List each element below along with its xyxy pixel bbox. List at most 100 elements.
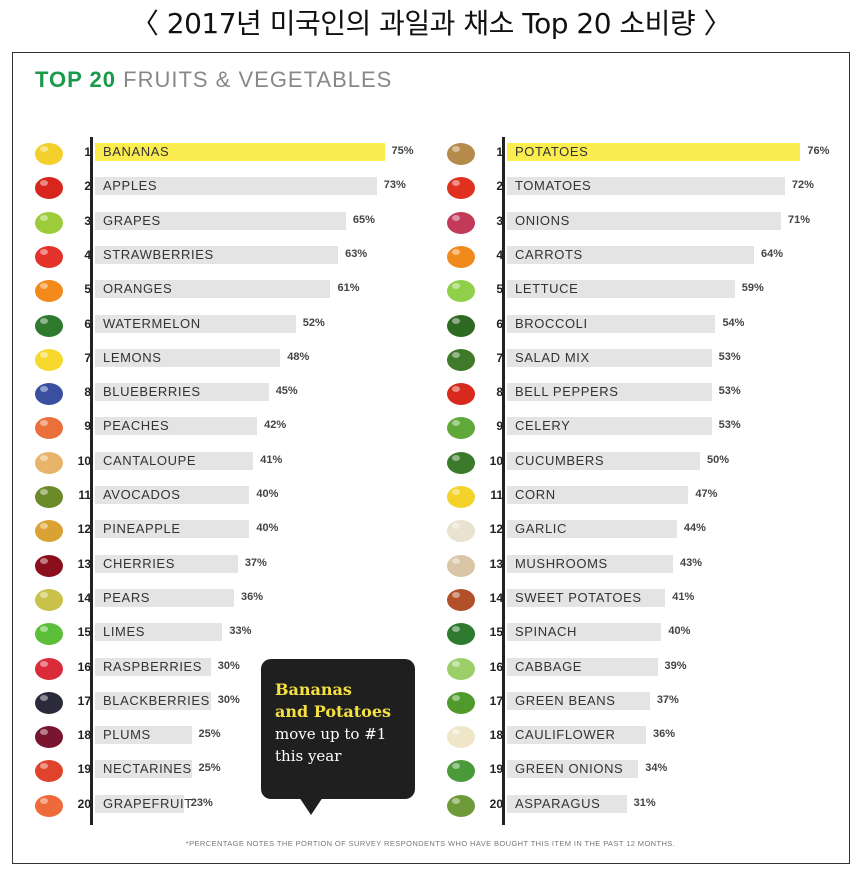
fruit-bar bbox=[95, 417, 258, 436]
vegetable-value-label: 53% bbox=[718, 385, 741, 398]
fruit-category-label: PEACHES bbox=[103, 418, 170, 434]
fruit-row: 12 PINEAPPLE 40% bbox=[27, 520, 427, 543]
sweet-potato-icon bbox=[439, 585, 483, 615]
vegetable-value-label: 64% bbox=[761, 247, 784, 260]
callout-box: Bananas and Potatoes move up to #1 this … bbox=[261, 659, 415, 799]
raspberry-icon bbox=[27, 654, 71, 684]
fruit-row: 1 BANANAS 75% bbox=[27, 143, 427, 165]
vegetable-row: 16 CABBAGE 39% bbox=[439, 657, 839, 680]
fruit-value-label: 61% bbox=[337, 282, 360, 295]
vegetable-row: 18 CAULIFLOWER 36% bbox=[439, 726, 839, 749]
lettuce-icon bbox=[439, 276, 483, 306]
fruit-category-label: RASPBERRIES bbox=[103, 658, 203, 674]
vegetable-category-label: CAULIFLOWER bbox=[515, 727, 616, 743]
vegetable-value-label: 31% bbox=[633, 796, 656, 809]
vegetable-row: 15 SPINACH 40% bbox=[439, 623, 839, 646]
fruit-value-label: 63% bbox=[345, 247, 368, 260]
cherries-icon bbox=[27, 551, 71, 581]
vegetable-row: 8 BELL PEPPERS 53% bbox=[439, 383, 839, 406]
infographic-panel: TOP 20 FRUITS & VEGETABLES 1 BANANAS 75% 2 A… bbox=[12, 52, 850, 864]
vegetable-category-label: CABBAGE bbox=[515, 658, 583, 674]
vegetable-row: 3 ONIONS 71% bbox=[439, 211, 839, 234]
vegetable-bar bbox=[507, 554, 673, 573]
fruit-category-label: APPLES bbox=[103, 178, 158, 194]
vegetable-category-label: POTATOES bbox=[515, 144, 589, 159]
vegetable-rank: 15 bbox=[489, 625, 503, 640]
vegetable-rank: 13 bbox=[489, 556, 503, 571]
vegetable-value-label: 76% bbox=[807, 145, 830, 157]
vegetable-bar bbox=[507, 726, 646, 745]
fruit-bar bbox=[95, 280, 331, 299]
vegetable-rank: 17 bbox=[489, 693, 503, 708]
fruit-row: 16 RASPBERRIES 30% bbox=[27, 657, 427, 680]
vegetable-category-label: BELL PEPPERS bbox=[515, 384, 619, 400]
vegetable-bar bbox=[507, 520, 677, 539]
vegetable-bar bbox=[507, 623, 662, 642]
callout-tail bbox=[299, 797, 323, 815]
watermelon-icon bbox=[27, 311, 71, 341]
fruit-value-label: 25% bbox=[198, 728, 221, 741]
vegetable-category-label: ONIONS bbox=[515, 212, 570, 228]
vegetable-value-label: 50% bbox=[707, 453, 730, 466]
fruit-row: 3 GRAPES 65% bbox=[27, 211, 427, 234]
fruit-category-label: WATERMELON bbox=[103, 315, 201, 331]
vegetable-value-label: 54% bbox=[722, 316, 745, 329]
fruit-rank: 2 bbox=[84, 179, 91, 194]
vegetable-category-label: GREEN BEANS bbox=[515, 692, 616, 708]
green-onion-icon bbox=[439, 756, 483, 786]
vegetable-rank: 5 bbox=[496, 282, 503, 297]
fruits-axis-line bbox=[90, 137, 93, 825]
vegetable-category-label: TOMATOES bbox=[515, 178, 592, 194]
vegetable-rank: 7 bbox=[496, 350, 503, 365]
fruit-bar bbox=[95, 726, 192, 745]
vegetable-value-label: 53% bbox=[718, 350, 741, 363]
fruit-category-label: LEMONS bbox=[103, 349, 162, 365]
fruit-value-label: 37% bbox=[244, 556, 267, 569]
fruit-category-label: PLUMS bbox=[103, 727, 151, 743]
fruit-rank: 7 bbox=[84, 350, 91, 365]
fruit-row: 2 APPLES 73% bbox=[27, 177, 427, 200]
grapefruit-icon bbox=[27, 791, 71, 821]
broccoli-icon bbox=[439, 311, 483, 341]
fruit-row: 20 GRAPEFRUIT 23% bbox=[27, 794, 427, 817]
fruit-bar bbox=[95, 486, 250, 504]
nectarine-icon bbox=[27, 756, 71, 786]
fruit-value-label: 45% bbox=[275, 385, 298, 398]
grapes-icon bbox=[27, 208, 71, 238]
footnote: *PERCENTAGE NOTES THE PORTION OF SURVEY … bbox=[185, 839, 676, 848]
bell-pepper-icon bbox=[439, 379, 483, 409]
heading-accent: TOP 20 bbox=[35, 67, 117, 92]
vegetable-value-label: 71% bbox=[788, 213, 811, 226]
vegetable-row: 5 LETTUCE 59% bbox=[439, 280, 839, 303]
vegetable-bar bbox=[507, 691, 650, 710]
fruit-category-label: CHERRIES bbox=[103, 555, 175, 571]
vegetable-value-label: 53% bbox=[718, 419, 741, 432]
fruit-category-label: BLUEBERRIES bbox=[103, 384, 201, 400]
vegetable-rank: 6 bbox=[496, 316, 503, 331]
vegetable-row: 17 GREEN BEANS 37% bbox=[439, 691, 839, 714]
vegetable-row: 20 ASPARAGUS 31% bbox=[439, 794, 839, 817]
fruit-rank: 11 bbox=[78, 488, 91, 502]
vegetables-axis-line bbox=[502, 137, 505, 825]
fruit-row: 5 ORANGES 61% bbox=[27, 280, 427, 303]
fruit-bar bbox=[95, 143, 385, 161]
fruit-bar bbox=[95, 623, 223, 642]
vegetable-bar bbox=[507, 588, 666, 607]
mushroom-icon bbox=[439, 551, 483, 581]
vegetable-bar bbox=[507, 211, 782, 230]
fruit-row: 7 LEMONS 48% bbox=[27, 348, 427, 371]
vegetable-value-label: 43% bbox=[679, 556, 702, 569]
fruit-value-label: 33% bbox=[229, 625, 252, 638]
vegetable-value-label: 34% bbox=[645, 762, 668, 775]
vegetable-row: 14 SWEET POTATOES 41% bbox=[439, 588, 839, 611]
fruit-category-label: AVOCADOS bbox=[103, 487, 181, 502]
vegetable-row: 13 MUSHROOMS 43% bbox=[439, 554, 839, 577]
fruit-category-label: NECTARINES bbox=[103, 761, 192, 777]
fruit-value-label: 40% bbox=[256, 488, 279, 500]
vegetable-bar bbox=[507, 657, 658, 676]
spinach-icon bbox=[439, 619, 483, 649]
fruit-row: 18 PLUMS 25% bbox=[27, 726, 427, 749]
vegetable-category-label: CARROTS bbox=[515, 246, 583, 262]
vegetable-rank: 14 bbox=[489, 590, 503, 605]
lime-icon bbox=[27, 619, 71, 649]
